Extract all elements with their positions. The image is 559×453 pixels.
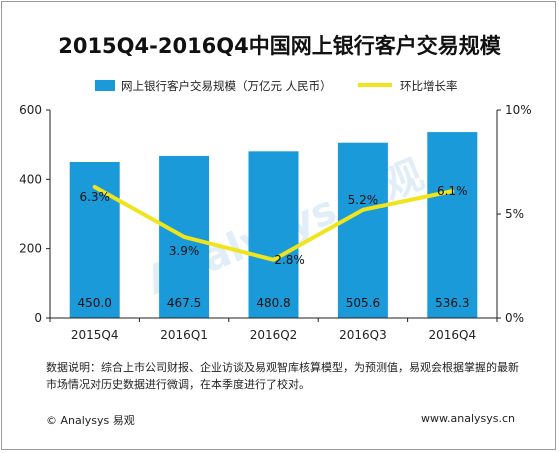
bar-2016Q3 <box>337 142 388 318</box>
bar-label-2015Q4: 450.0 <box>78 296 112 310</box>
right-tick-label-0: 0% <box>505 311 524 325</box>
legend-bar-swatch <box>95 80 115 91</box>
left-tick-label-600: 600 <box>19 103 42 117</box>
chart-title: 2015Q4-2016Q4中国网上银行客户交易规模 <box>58 34 501 58</box>
bar-label-2016Q3: 505.6 <box>346 296 380 310</box>
bar-label-2016Q1: 467.5 <box>167 296 201 310</box>
left-tick-label-200: 200 <box>19 242 42 256</box>
copyright-text: © Analysys 易观 <box>46 414 135 427</box>
x-tick-label-2016Q4: 2016Q4 <box>428 328 476 342</box>
growth-line <box>92 184 455 262</box>
right-tick-label-10: 10% <box>505 103 532 117</box>
growth-label-2015Q4: 6.3% <box>79 190 110 204</box>
bar-2016Q2 <box>248 151 299 318</box>
growth-label-2016Q3: 5.2% <box>348 193 379 207</box>
growth-label-2016Q2: 2.8% <box>274 253 305 267</box>
bar-2016Q4 <box>427 132 478 318</box>
left-tick-label-400: 400 <box>19 172 42 186</box>
x-tick-label-2016Q3: 2016Q3 <box>339 328 387 342</box>
growth-label-2016Q4: 6.1% <box>437 184 468 198</box>
left-tick-label-0: 0 <box>34 311 42 325</box>
right-tick-label-5: 5% <box>505 207 524 221</box>
bar-label-2016Q2: 480.8 <box>256 296 290 310</box>
x-tick-label-2016Q1: 2016Q1 <box>160 328 208 342</box>
data-note: 数据说明：综合上市公司财报、企业访谈及易观智库核算模型，为预测值，易观会根据掌握… <box>46 361 519 391</box>
legend-bar-label: 网上银行客户交易规模（万亿元 人民币） <box>121 79 332 93</box>
x-tick-label-2016Q2: 2016Q2 <box>250 328 298 342</box>
legend-line-label: 环比增长率 <box>400 79 458 93</box>
x-tick-label-2015Q4: 2015Q4 <box>71 328 119 342</box>
website-url: www.analysys.cn <box>421 412 515 425</box>
growth-label-2016Q1: 3.9% <box>169 244 200 258</box>
bar-label-2016Q4: 536.3 <box>435 296 469 310</box>
